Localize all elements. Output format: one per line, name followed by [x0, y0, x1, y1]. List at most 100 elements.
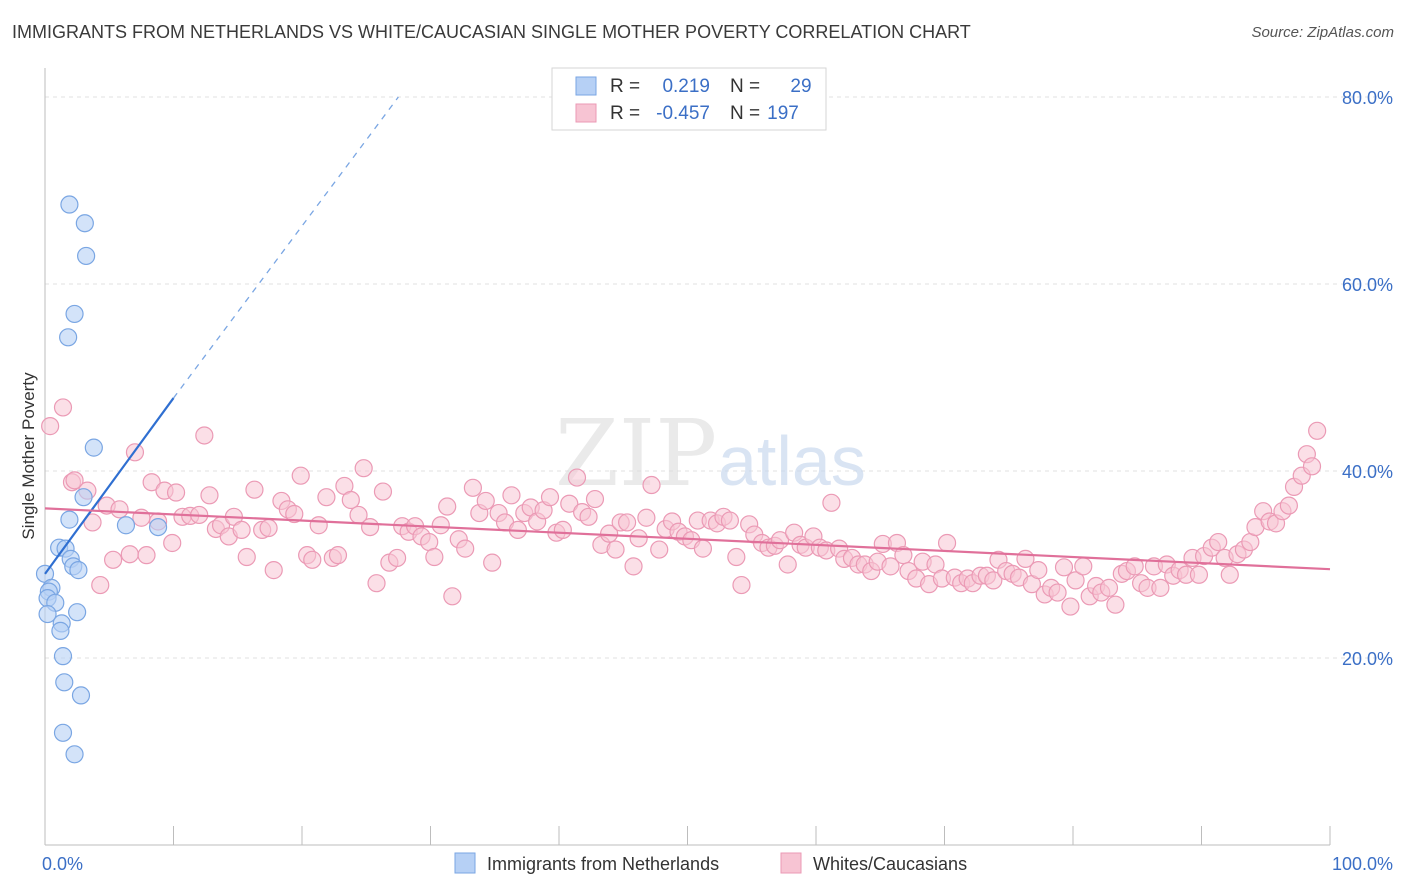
- point-whites-9: [110, 500, 129, 519]
- point-whites-14: [142, 473, 161, 492]
- point-whites-83: [585, 489, 605, 509]
- series-legend: Immigrants from Netherlands Whites/Cauca…: [454, 852, 967, 874]
- y-tick-label-80: 80.0%: [1342, 88, 1393, 108]
- point-whites-33: [264, 561, 283, 580]
- point-netherlands-25: [55, 673, 74, 692]
- point-whites-157: [1061, 597, 1080, 616]
- x-tick-label-max: 100.0%: [1332, 854, 1393, 874]
- point-whites-29: [237, 547, 256, 567]
- point-whites-195: [1302, 457, 1322, 476]
- point-whites-167: [1125, 557, 1144, 576]
- point-whites-17: [163, 533, 182, 553]
- point-whites-13: [137, 546, 156, 565]
- series-whites-points: [41, 398, 1327, 616]
- point-whites-191: [1279, 496, 1298, 515]
- point-whites-45: [341, 490, 360, 510]
- point-netherlands-6: [74, 488, 93, 507]
- y-tick-label-60: 60.0%: [1342, 275, 1393, 295]
- point-netherlands-4: [59, 328, 78, 347]
- point-whites-64: [463, 478, 483, 497]
- point-whites-41: [317, 488, 336, 507]
- legend-frame: [551, 67, 827, 131]
- point-whites-66: [476, 491, 495, 511]
- point-netherlands-9: [148, 517, 168, 537]
- point-whites-28: [232, 520, 251, 540]
- point-whites-196: [1308, 421, 1327, 440]
- series-legend-label-netherlands: Immigrants from Netherlands: [487, 854, 719, 874]
- point-whites-78: [553, 520, 572, 540]
- point-whites-3: [65, 471, 84, 490]
- point-whites-163: [1099, 578, 1119, 597]
- point-whites-138: [937, 533, 957, 553]
- point-whites-180: [1209, 532, 1228, 552]
- point-whites-6: [91, 575, 110, 595]
- series-legend-swatch-blue: [454, 852, 476, 874]
- point-whites-164: [1106, 595, 1125, 614]
- legend-r-label-1: R =: [610, 76, 640, 97]
- point-whites-30: [245, 480, 264, 499]
- point-whites-129: [881, 557, 900, 576]
- point-whites-105: [727, 547, 746, 567]
- point-whites-5: [83, 513, 102, 532]
- x-tick-label-min: 0.0%: [42, 854, 83, 874]
- point-whites-23: [200, 486, 219, 505]
- point-whites-156: [1054, 558, 1074, 577]
- series-netherlands-points: [35, 195, 168, 764]
- tick-labels: 20.0% 40.0% 60.0% 80.0% 0.0% 100.0%: [42, 88, 1393, 874]
- point-netherlands-3: [65, 304, 84, 324]
- point-netherlands-14: [69, 561, 88, 580]
- correlation-legend: R = 0.219 N = 29 R = -0.457 N = 197: [551, 67, 827, 131]
- point-whites-22: [195, 426, 214, 445]
- point-whites-177: [1189, 565, 1209, 584]
- point-netherlands-20: [38, 604, 57, 624]
- trend-netherlands-extension: [172, 96, 399, 399]
- point-whites-37: [291, 466, 310, 485]
- point-whites-88: [618, 513, 637, 532]
- point-whites-159: [1074, 557, 1093, 576]
- point-whites-58: [425, 547, 444, 567]
- legend-n-value-2: 197: [767, 103, 799, 124]
- point-netherlands-24: [53, 647, 73, 666]
- point-whites-82: [579, 507, 598, 526]
- legend-n-label-1: N =: [730, 76, 760, 97]
- point-whites-67: [483, 553, 502, 572]
- point-netherlands-26: [71, 686, 91, 705]
- point-whites-120: [822, 493, 841, 512]
- point-whites-0: [41, 417, 60, 436]
- point-whites-79: [560, 494, 579, 513]
- series-legend-swatch-pink: [780, 852, 802, 874]
- point-whites-32: [259, 518, 278, 538]
- watermark-atlas: atlas: [718, 422, 866, 500]
- point-whites-100: [693, 539, 713, 558]
- point-netherlands-5: [84, 438, 103, 457]
- trend-whites: [44, 507, 1331, 571]
- point-whites-59: [431, 516, 450, 535]
- point-whites-1: [53, 398, 73, 417]
- legend-r-value-2: -0.457: [656, 103, 710, 124]
- legend-n-label-2: N =: [730, 103, 760, 124]
- point-whites-50: [373, 482, 393, 501]
- legend-r-value-1: 0.219: [662, 76, 710, 97]
- legend-swatch-blue: [575, 76, 597, 96]
- point-whites-152: [1029, 561, 1048, 580]
- point-whites-171: [1151, 578, 1170, 597]
- point-whites-60: [438, 497, 457, 516]
- y-tick-label-40: 40.0%: [1342, 462, 1393, 482]
- point-netherlands-2: [77, 246, 96, 266]
- trend-lines: [44, 96, 1331, 575]
- point-whites-61: [443, 587, 462, 606]
- point-whites-36: [285, 504, 304, 524]
- point-netherlands-8: [116, 516, 136, 535]
- point-whites-47: [354, 459, 373, 478]
- point-whites-10: [120, 545, 139, 564]
- point-whites-106: [732, 575, 751, 595]
- legend-swatch-pink: [575, 103, 597, 123]
- point-whites-90: [629, 529, 648, 548]
- point-netherlands-27: [53, 723, 73, 742]
- point-netherlands-23: [51, 621, 70, 640]
- trend-netherlands: [44, 397, 175, 575]
- point-whites-49: [367, 574, 386, 593]
- source-label: Source: ZipAtlas.com: [1251, 24, 1394, 41]
- point-whites-52: [387, 548, 407, 568]
- chart-title: IMMIGRANTS FROM NETHERLANDS VS WHITE/CAU…: [12, 22, 971, 42]
